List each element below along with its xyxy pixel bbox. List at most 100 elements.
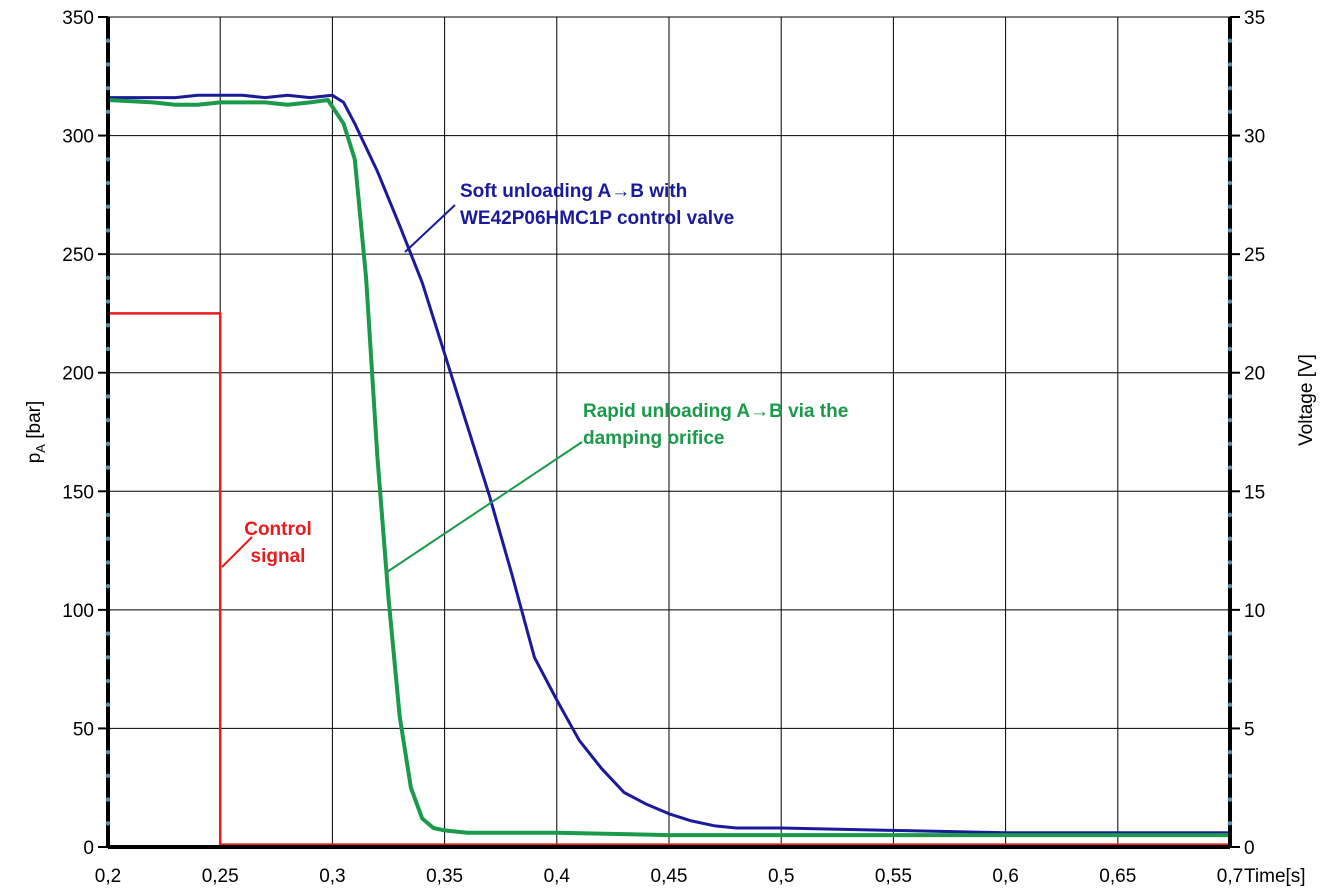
axis-minor-dot [105,346,111,352]
annotation-soft-line-2: WE42P06HMC1P control valve [460,208,734,229]
axis-minor-dot [1227,821,1233,826]
axis-minor-dot [105,417,111,423]
y-left-axis-label: pA [bar] [24,401,48,464]
leader-line-soft-unloading [404,204,456,253]
axis-minor-dot [1227,180,1233,186]
axis-minor-dot [1227,583,1233,589]
axis-minor-dot [1227,204,1233,209]
axis-minor-dot [105,204,111,209]
leader-line-control-signal [221,536,253,568]
axis-minor-dot [1227,512,1233,518]
axis-minor-dot [105,678,111,684]
axis-minor-dot [105,62,111,67]
y-right-tick-label: 5 [1244,719,1255,740]
y-left-tick-label: 50 [73,719,94,740]
grid-lines [108,16,1230,847]
y-right-tick-label: 0 [1244,838,1255,859]
axis-minor-dot [1227,228,1233,233]
axis-minor-dot [105,157,111,162]
axis-minor-dot [1227,536,1233,541]
axis-minor-dot [1227,417,1233,423]
axis-minor-dot [1227,62,1233,67]
y-left-tick-label: 0 [83,838,94,859]
axis-minor-dot [1227,38,1233,43]
axis-minor-dot [105,512,111,518]
axis-minor-dot [1227,797,1233,802]
x-tick-label: 0,45 [651,866,688,887]
axis-dots [105,38,1233,826]
axis-minor-dot [1227,346,1233,352]
y-left-tick-label: 250 [62,245,94,266]
annotation-rapid-line-1: Rapid unloading A→B via the [583,401,848,422]
axis-minor-dot [105,394,111,399]
axis-minor-dot [1227,157,1233,162]
annotation-control-signal: Control signal [221,519,312,568]
axis-minor-dot [105,583,111,589]
axis-minor-dot [1227,560,1233,565]
axis-minor-dot [105,323,111,328]
axis-minor-dot [105,797,111,802]
axis-minor-dot [105,109,111,115]
series-line-1 [107,98,1230,838]
annotation-rapid-unloading: Rapid unloading A→B via the damping orif… [386,401,848,573]
y-right-tick-label: 15 [1244,482,1265,503]
axis-minor-dot [1227,394,1233,399]
axis-minor-dot [1227,773,1233,779]
annotation-control-line-2: signal [251,546,306,567]
x-tick-label: 0,3 [319,866,345,887]
x-tick-label: 0,65 [1099,866,1136,887]
series-layer [107,93,1230,846]
series-line-0 [108,93,1230,835]
y-left-tick-label: 350 [62,8,94,29]
x-axis-label: Time[s] [1244,866,1306,887]
axis-minor-dot [1227,749,1233,755]
x-tick-label: 0,25 [202,866,239,887]
axis-minor-dot [1227,702,1233,707]
axes [106,17,1232,849]
x-tick-label: 0,4 [544,866,571,887]
y-left-tick-label: 150 [62,482,94,503]
axis-minor-dot [1227,85,1233,91]
axis-minor-dot [105,773,111,779]
axis-minor-dot [105,821,111,826]
axis-minor-dot [1227,678,1233,684]
y-right-tick-label: 20 [1244,364,1265,385]
annotation-control-line-1: Control [244,519,312,540]
axis-minor-dot [1227,299,1233,304]
axis-minor-dot [105,749,111,755]
axis-minor-dot [1227,465,1233,470]
annotation-soft-line-1: Soft unloading A→B with [460,181,687,202]
axis-minor-dot [105,299,111,304]
x-tick-label: 0,7 [1217,866,1243,887]
x-tick-label: 0,35 [426,866,463,887]
axis-minor-dot [105,631,111,636]
axis-minor-dot [1227,441,1233,447]
axis-minor-dot [105,85,111,91]
x-tick-label: 0,5 [768,866,794,887]
leader-line-rapid-unloading [386,441,583,573]
axis-minor-dot [105,702,111,707]
axis-minor-dot [105,38,111,43]
y-right-tick-label: 30 [1244,127,1265,148]
axis-minor-dot [105,275,111,281]
x-tick-label: 0,55 [875,866,912,887]
x-tick-label: 0,6 [992,866,1018,887]
series-line-2 [108,312,1230,846]
axis-minor-dot [1227,631,1233,636]
axis-minor-dot [105,441,111,447]
axis-minor-dot [105,180,111,186]
y-right-axis-label: Voltage [V] [1296,354,1317,446]
axis-minor-dot [1227,655,1233,660]
y-right-tick-label: 25 [1244,245,1265,266]
y-left-tick-label: 100 [62,601,94,622]
y-right-tick-label: 10 [1244,601,1265,622]
axis-minor-dot [105,655,111,660]
axis-minor-dot [1227,109,1233,115]
axis-minor-dot [105,536,111,541]
x-tick-label: 0,2 [95,866,121,887]
tick-labels: 0,2 0,25 0,3 0,35 0,4 0,45 0,5 0,55 0,6 0,65 0,705… [62,8,1265,887]
axis-minor-dot [105,465,111,470]
axis-minor-dot [105,560,111,565]
y-right-tick-label: 35 [1244,8,1265,29]
